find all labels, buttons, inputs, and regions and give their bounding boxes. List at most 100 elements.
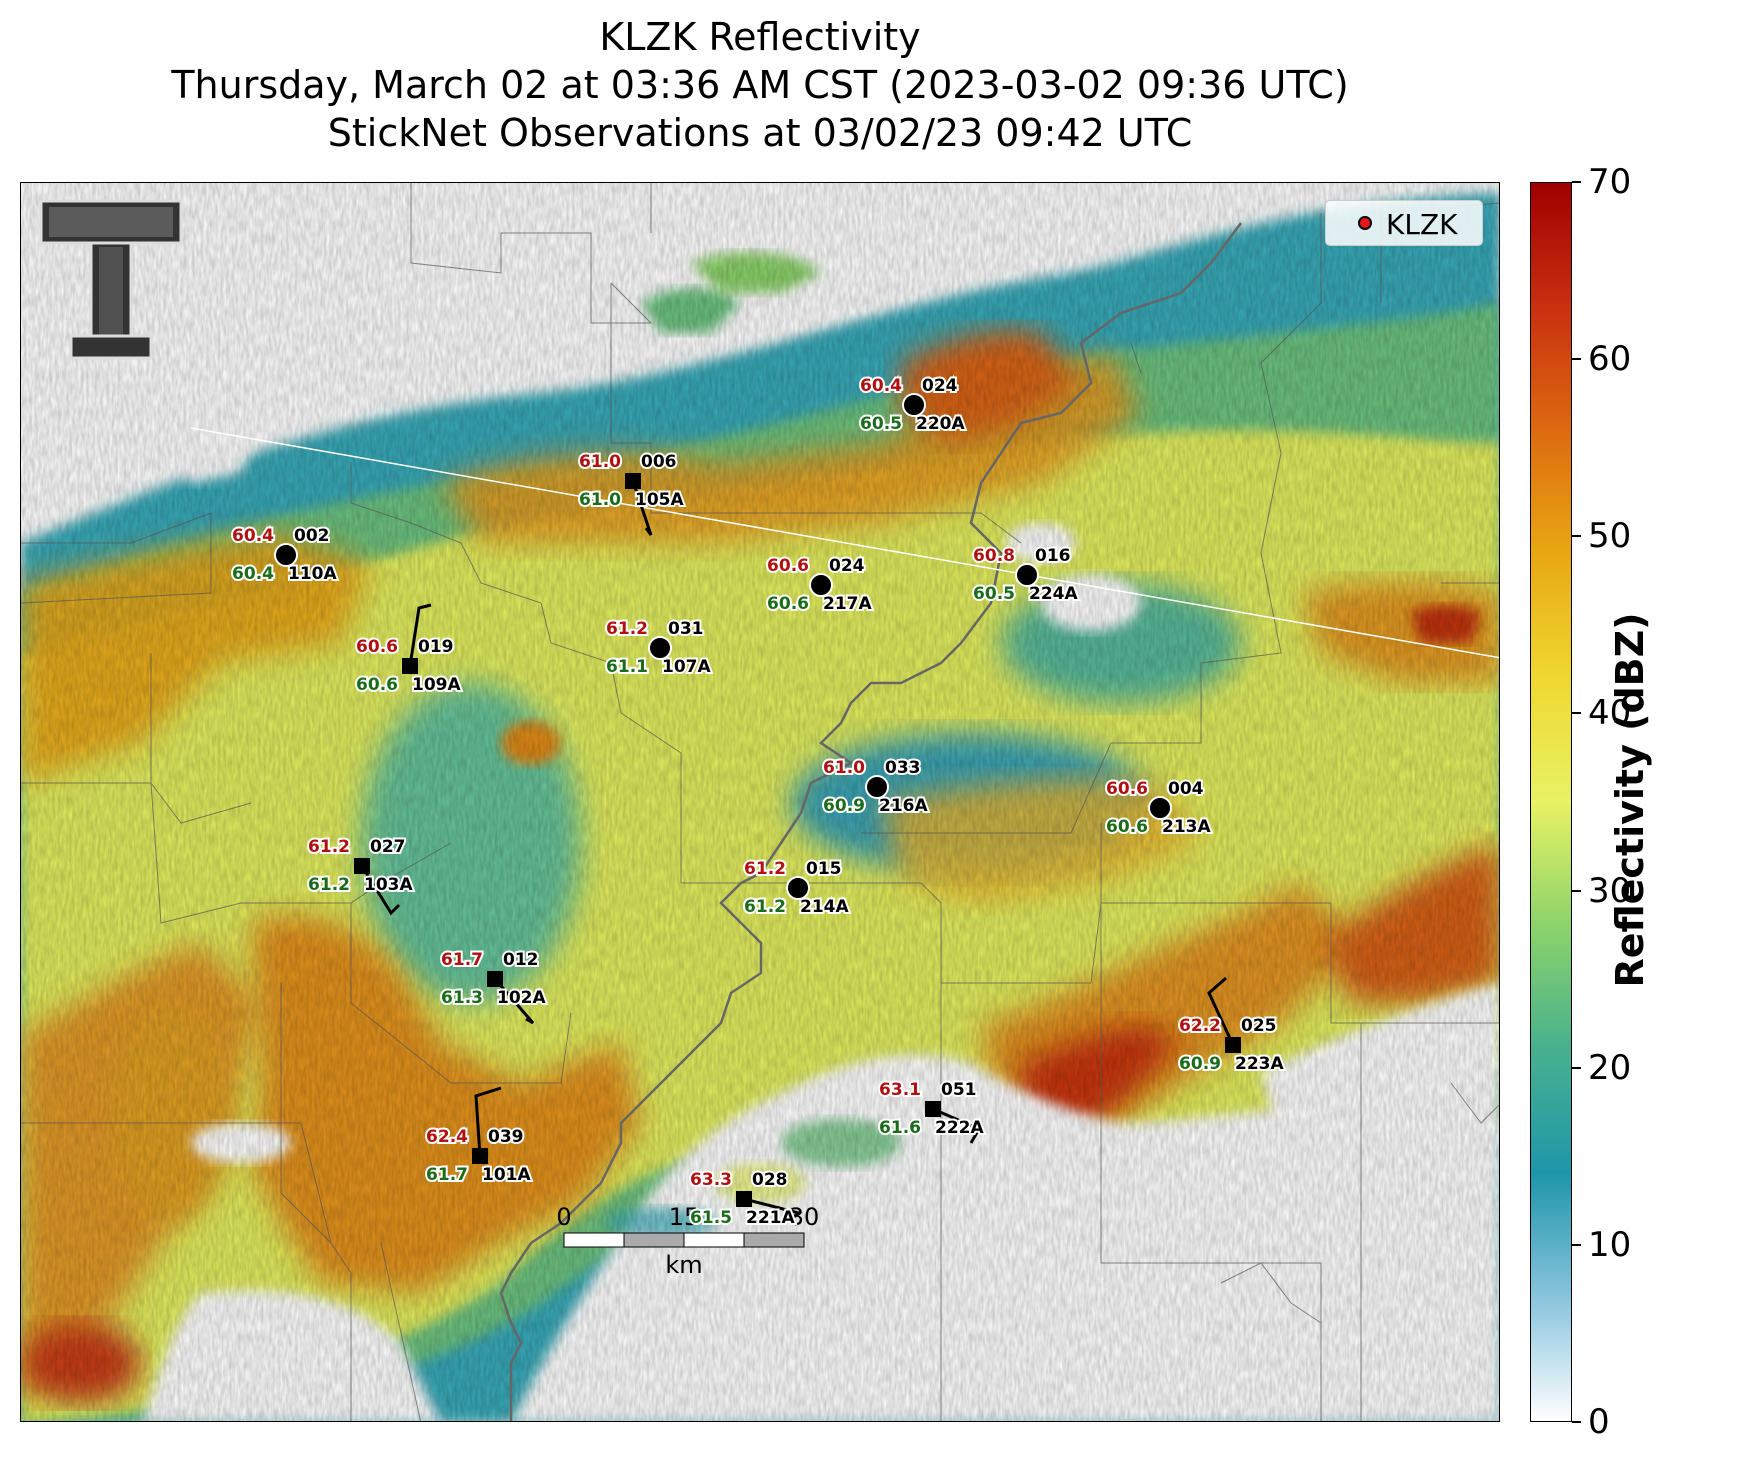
title-line-2: Thursday, March 02 at 03:36 AM CST (2023… <box>171 63 1349 107</box>
station-id: 015 <box>806 859 842 879</box>
station-dewpoint: 60.5 <box>973 584 1015 604</box>
station-id: 004 <box>1168 779 1204 799</box>
station-temperature: 61.2 <box>606 619 648 639</box>
station-016-224A[interactable] <box>1015 563 1039 587</box>
station-circle-marker <box>274 543 298 567</box>
scale-tick-0: 0 <box>556 1203 571 1231</box>
station-temperature: 61.2 <box>744 859 786 879</box>
station-probe-id: 220A <box>916 414 965 434</box>
colorbar-tick-label: 20 <box>1588 1047 1632 1088</box>
station-temperature: 62.2 <box>1179 1016 1221 1036</box>
station-square-marker <box>925 1101 941 1117</box>
station-id: 024 <box>922 376 958 396</box>
station-031-107A[interactable] <box>648 636 672 660</box>
colorbar-tick-mark <box>1572 181 1581 183</box>
station-square-marker <box>736 1191 752 1207</box>
station-019-109A[interactable] <box>402 603 432 674</box>
station-probe-id: 102A <box>497 988 546 1008</box>
station-temperature: 61.2 <box>308 837 350 857</box>
station-dewpoint: 60.6 <box>1106 817 1148 837</box>
station-id: 031 <box>668 619 704 639</box>
station-probe-id: 103A <box>364 875 413 895</box>
station-002-110A[interactable] <box>274 543 298 567</box>
station-probe-id: 222A <box>935 1118 984 1138</box>
station-temperature: 61.0 <box>579 452 621 472</box>
station-dewpoint: 60.9 <box>1179 1054 1221 1074</box>
station-temperature: 60.4 <box>860 376 902 396</box>
station-012-102A[interactable] <box>487 971 535 1025</box>
scale-bar: 0 15 30 km <box>556 1203 819 1279</box>
station-id: 051 <box>941 1080 977 1100</box>
station-temperature: 61.7 <box>441 950 483 970</box>
colorbar-tick-label: 60 <box>1588 339 1632 380</box>
wind-barb-icon <box>493 978 535 1025</box>
colorbar-tick-label: 0 <box>1588 1402 1610 1442</box>
station-temperature: 60.6 <box>1106 779 1148 799</box>
station-027-103A[interactable] <box>354 858 401 916</box>
station-025-223A[interactable] <box>1207 976 1241 1053</box>
station-015-214A[interactable] <box>786 876 810 900</box>
station-square-marker <box>354 858 370 874</box>
station-dewpoint: 61.1 <box>606 657 648 677</box>
colorbar-tick-mark <box>1572 358 1581 361</box>
colorbar <box>1530 182 1572 1422</box>
station-temperature: 61.0 <box>823 758 865 778</box>
station-probe-id: 101A <box>482 1165 531 1185</box>
station-square-marker <box>402 658 418 674</box>
station-probe-id: 109A <box>412 675 461 695</box>
colorbar-tick-mark <box>1572 712 1581 715</box>
colorbar-tick-label: 70 <box>1588 162 1632 202</box>
scale-unit: km <box>665 1251 702 1279</box>
station-id: 006 <box>641 452 677 472</box>
station-033-216A[interactable] <box>865 775 889 799</box>
station-probe-id: 105A <box>635 490 684 510</box>
station-probe-id: 213A <box>1162 817 1211 837</box>
station-temperature: 60.4 <box>232 526 274 546</box>
station-028-221A[interactable] <box>736 1191 803 1221</box>
station-probe-id: 224A <box>1029 584 1078 604</box>
station-dewpoint: 60.5 <box>860 414 902 434</box>
wind-barb-icon <box>631 480 653 536</box>
station-039-101A[interactable] <box>472 1086 502 1164</box>
station-square-marker <box>487 971 503 987</box>
station-id: 002 <box>294 526 330 546</box>
reflectivity-field <box>21 183 1499 1421</box>
station-circle-marker <box>902 393 926 417</box>
wind-barb-icon <box>743 1197 803 1221</box>
title-line-1: KLZK Reflectivity <box>599 15 921 59</box>
station-id: 028 <box>752 1170 788 1190</box>
station-id: 039 <box>488 1127 524 1147</box>
station-id: 024 <box>829 556 865 576</box>
station-006-105A[interactable] <box>625 473 653 536</box>
colorbar-tick-mark <box>1572 1421 1581 1423</box>
station-004-213A[interactable] <box>1148 796 1172 820</box>
colorbar-tick-label: 40 <box>1588 693 1632 734</box>
station-probe-id: 223A <box>1235 1054 1284 1074</box>
wind-barb-icon <box>360 865 401 916</box>
station-circle-marker <box>809 573 833 597</box>
station-024-220A[interactable] <box>902 393 926 417</box>
colorbar-tick-mark <box>1572 1066 1581 1069</box>
station-dewpoint: 61.2 <box>744 897 786 917</box>
colorbar-tick-label: 10 <box>1588 1224 1632 1265</box>
station-dewpoint: 60.6 <box>356 675 398 695</box>
station-circle-marker <box>786 876 810 900</box>
legend-label: KLZK <box>1386 208 1458 241</box>
station-dewpoint: 61.3 <box>441 988 483 1008</box>
station-id: 012 <box>503 950 539 970</box>
station-temperature: 60.8 <box>973 546 1015 566</box>
station-dewpoint: 61.6 <box>879 1118 921 1138</box>
wind-barb-icon <box>408 603 432 667</box>
colorbar-tick-label: 50 <box>1588 516 1632 557</box>
station-dewpoint: 61.2 <box>308 875 350 895</box>
station-probe-id: 216A <box>879 796 928 816</box>
station-051-222A[interactable] <box>925 1101 982 1144</box>
station-circle-marker <box>648 636 672 660</box>
station-temperature: 60.6 <box>356 637 398 657</box>
station-circle-marker <box>865 775 889 799</box>
station-id: 027 <box>370 837 406 857</box>
station-probe-id: 107A <box>662 657 711 677</box>
title-line-3: StickNet Observations at 03/02/23 09:42 … <box>327 111 1193 155</box>
station-024-217A[interactable] <box>809 573 833 597</box>
station-circle-marker <box>1148 796 1172 820</box>
